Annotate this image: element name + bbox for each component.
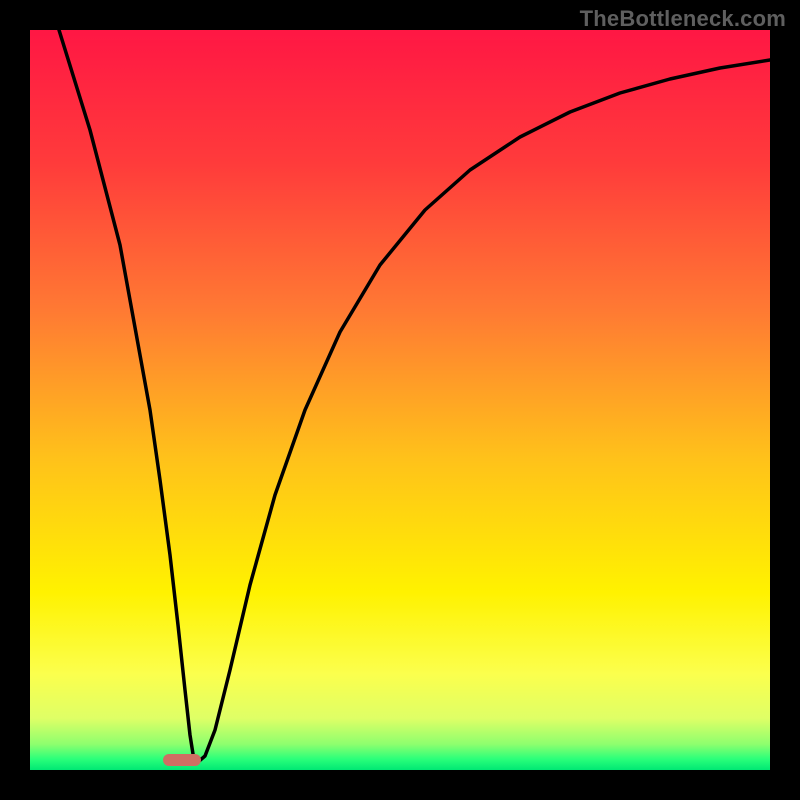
- plot-area: [30, 30, 770, 770]
- optimum-marker: [163, 754, 201, 766]
- watermark-text: TheBottleneck.com: [580, 6, 786, 32]
- chart-frame: TheBottleneck.com: [0, 0, 800, 800]
- bottleneck-curve: [30, 30, 770, 770]
